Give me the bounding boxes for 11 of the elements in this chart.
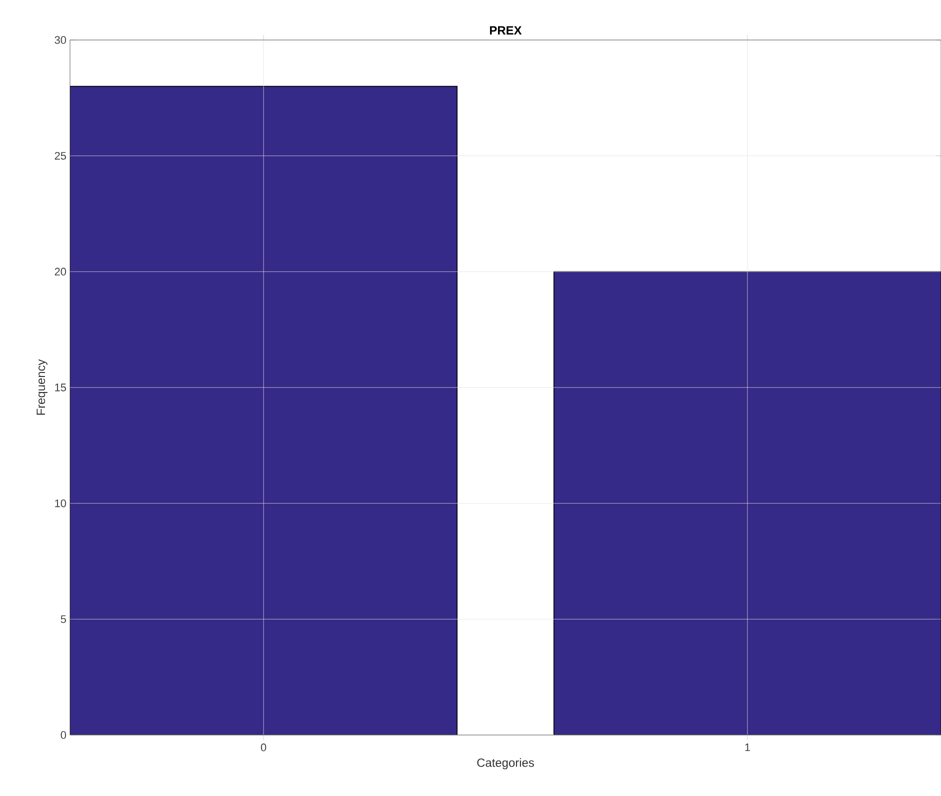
y-tick-label: 0 [60,731,66,739]
y-tick-label: 5 [60,615,66,623]
y-tick-label: 30 [54,36,66,44]
x-tick-label: 1 [745,744,750,752]
y-tick-label: 10 [55,499,66,508]
chart-title: PREX [490,26,522,34]
x-axis-title: Categories [477,758,534,770]
y-tick-label: 25 [54,152,66,160]
y-axis-title: Frequency [36,359,48,415]
y-tick-label: 15 [55,384,66,392]
y-tick-label: 20 [54,268,66,276]
